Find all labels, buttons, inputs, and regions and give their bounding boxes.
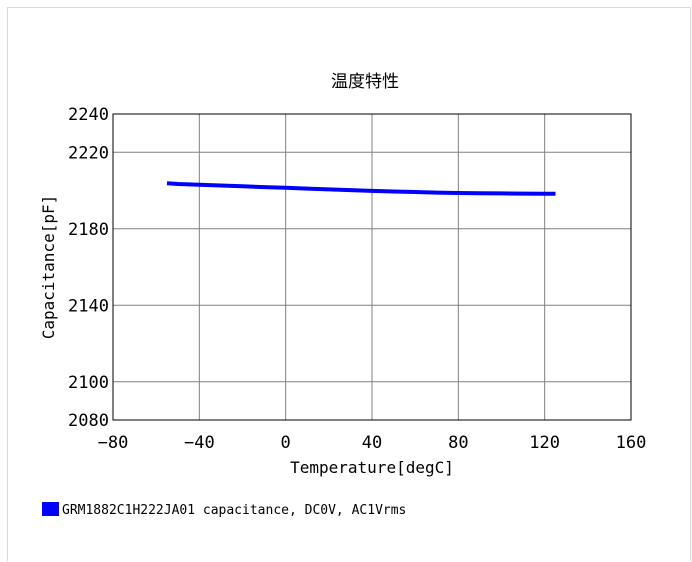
y-tick-label: 2180	[68, 220, 109, 240]
x-tick-labels: −80 −40 0 40 80 120 160	[98, 433, 647, 453]
series-layer	[166, 181, 556, 196]
y-tick-labels: 2080 2100 2140 2180 2220 2240	[68, 105, 109, 431]
x-tick-label: −80	[98, 433, 129, 453]
legend-swatch	[42, 502, 59, 516]
x-tick-label: −40	[184, 433, 215, 453]
x-axis-label: Temperature[degC]	[290, 458, 454, 477]
chart-title: 温度特性	[331, 72, 399, 92]
x-tick-label: 40	[362, 433, 382, 453]
y-tick-label: 2100	[68, 373, 109, 393]
legend-label: GRM1882C1H222JA01 capacitance, DC0V, AC1…	[62, 503, 406, 518]
y-axis-label: Capacitance[pF]	[39, 195, 58, 340]
x-tick-label: 0	[281, 433, 291, 453]
chart-frame	[7, 7, 691, 561]
series-line	[166, 181, 556, 196]
plot-area	[112, 113, 632, 421]
y-tick-label: 2240	[68, 105, 109, 125]
legend: GRM1882C1H222JA01 capacitance, DC0V, AC1…	[42, 502, 406, 518]
y-tick-label: 2220	[68, 143, 109, 163]
x-tick-label: 120	[529, 433, 560, 453]
grid-lines	[113, 114, 631, 420]
x-tick-label: 80	[448, 433, 468, 453]
x-tick-label: 160	[616, 433, 647, 453]
y-tick-label: 2140	[68, 296, 109, 316]
y-tick-label: 2080	[68, 411, 109, 431]
